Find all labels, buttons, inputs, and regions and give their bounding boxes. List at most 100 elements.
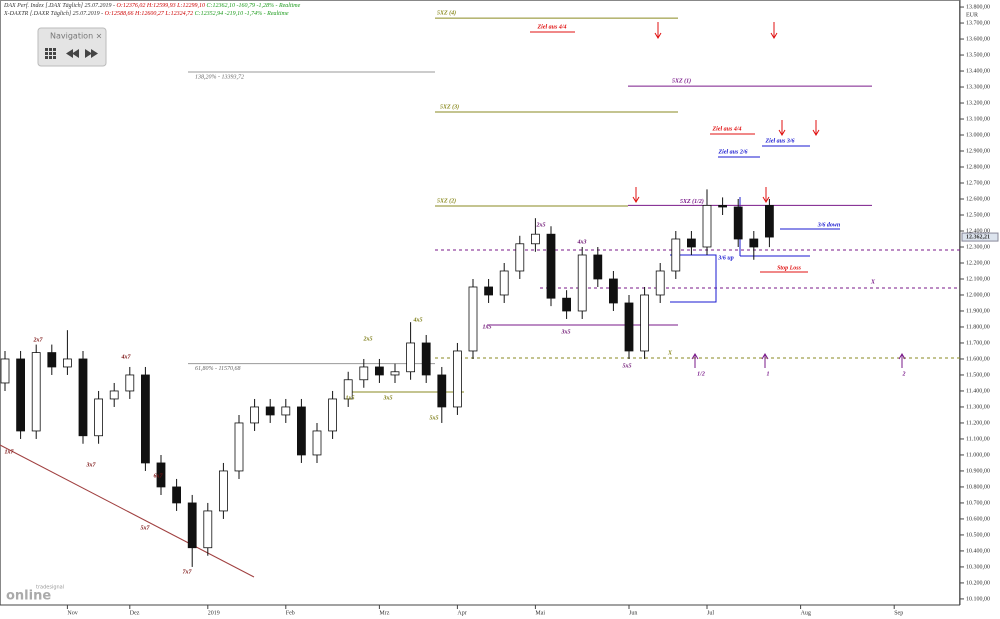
navigation-widget: Navigation × — [37, 27, 107, 67]
annotation: 5x5 — [430, 415, 439, 421]
level-label: 5XZ (1) — [672, 77, 691, 84]
candle-body — [702, 204, 712, 248]
y-tick-label: 12.600,00 — [966, 196, 990, 202]
candle-body — [265, 406, 275, 416]
y-tick-label: 12.200,00 — [966, 260, 990, 266]
x-tick-label: Jun — [629, 610, 637, 616]
candle-body — [0, 358, 10, 384]
arrow — [632, 187, 640, 203]
annotation: 1x5 — [483, 324, 492, 330]
header-segment: C:12362,10 -160,79 -1,28% - Realtime — [206, 3, 300, 9]
y-tick-label: 12.400,00 — [966, 228, 990, 234]
y-tick-label: 13.200,00 — [966, 100, 990, 106]
level-label: 5XZ (4) — [437, 9, 456, 16]
candle-body — [406, 342, 416, 373]
x-tick-label: Sep — [894, 610, 903, 616]
nav-back-button[interactable] — [66, 49, 79, 58]
y-tick-label: 12.700,00 — [966, 180, 990, 186]
candle-body — [390, 371, 400, 376]
candle-body — [94, 398, 103, 437]
candle-body — [765, 204, 774, 238]
candle-body — [421, 342, 431, 376]
up-arrows — [691, 353, 906, 368]
y-tick-label: 10.900,00 — [966, 468, 990, 474]
candle-body — [328, 398, 338, 432]
annotation: 3x7 — [86, 462, 97, 468]
candle-body — [203, 510, 213, 549]
candle-body — [687, 238, 696, 248]
level-label: 5XZ (2) — [437, 197, 456, 204]
arrow — [654, 22, 662, 39]
annotation: 3/6 up — [717, 255, 734, 261]
annotation: Ziel aus 3/6 — [764, 138, 794, 144]
currency-label: EUR — [966, 12, 978, 18]
candle-body — [250, 406, 260, 424]
annotation: 1 — [767, 371, 770, 377]
arrow — [761, 353, 769, 368]
candle-body — [140, 374, 150, 464]
header-segment: C:12352,94 -219,10 -1,74% - Realtime — [195, 10, 289, 17]
annotation: 4x3 — [577, 239, 587, 245]
annotation: 3x5 — [383, 395, 393, 401]
y-tick-label: 11.300,00 — [966, 404, 990, 410]
x-tick-label: Mrz — [379, 610, 389, 616]
trend-line — [0, 444, 255, 578]
y-tick-label: 11.700,00 — [966, 340, 990, 346]
candle-body — [733, 206, 743, 240]
y-tick-label: 10.600,00 — [966, 516, 990, 522]
annotation: 1x5 — [346, 395, 355, 401]
x-tick-label: Jul — [707, 610, 714, 616]
annotation: Ziel aus 4/4 — [536, 24, 566, 30]
candle-body — [125, 374, 135, 392]
nav-close[interactable]: × — [96, 32, 103, 41]
nav-grid-button[interactable] — [45, 48, 56, 59]
y-tick-label: 11.900,00 — [966, 308, 990, 314]
candle-body — [609, 278, 618, 304]
logo-big: online — [6, 589, 51, 604]
y-tick-label: 12.900,00 — [966, 148, 990, 154]
annotation: X — [667, 350, 673, 356]
candle-body — [546, 233, 556, 299]
candle-body — [452, 350, 462, 408]
nav-forward-button[interactable] — [85, 49, 98, 58]
y-tick-label: 10.400,00 — [966, 548, 990, 554]
y-tick-label: 10.200,00 — [966, 580, 990, 586]
x-tick-label: Aug — [801, 610, 811, 616]
y-tick-label: 13.400,00 — [966, 68, 990, 74]
annotation: 6x7 — [154, 473, 164, 479]
candle-body — [562, 297, 571, 312]
y-tick-label: 11.100,00 — [966, 436, 990, 442]
header-segment: O:12588,66 H:12600,27 L:12324,72 — [105, 10, 195, 17]
x-tick-label: Dez — [130, 610, 140, 616]
header-segment: DAX Perf. Index [.DAX Täglich] 25.07.201… — [3, 2, 116, 9]
header-segment: O:12376,02 H:12599,93 L:12299,10 — [116, 3, 206, 9]
candle-body — [16, 358, 26, 432]
candle-body — [172, 486, 182, 504]
annotation: X — [870, 279, 876, 285]
y-tick-label: 13.100,00 — [966, 116, 990, 122]
annotation: 2x5 — [363, 336, 373, 342]
annotation: 3/6 down — [817, 222, 841, 228]
candle-body — [749, 238, 759, 248]
y-tick-label: 13.700,00 — [966, 20, 990, 26]
y-tick-label: 11.600,00 — [966, 356, 990, 362]
x-tick-label: Mai — [535, 610, 545, 616]
candle-body — [63, 358, 72, 368]
annotation: 1/2 — [697, 371, 705, 377]
box-3-6-up — [670, 254, 717, 303]
down-arrows — [632, 22, 820, 203]
x-tick-label: Nov — [67, 610, 77, 616]
candle-body — [718, 204, 727, 208]
x-tick-label: 2019 — [208, 610, 220, 616]
y-tick-label: 12.000,00 — [966, 292, 990, 298]
y-tick-label: 11.400,00 — [966, 388, 990, 394]
header-segment: X-DAXTR [.DAXR Täglich] 25.07.2019 - — [3, 11, 105, 17]
y-tick-label: 12.800,00 — [966, 164, 990, 170]
y-tick-label: 13.500,00 — [966, 52, 990, 58]
y-tick-label: 13.000,00 — [966, 132, 990, 138]
price-box — [961, 232, 999, 242]
candle-body — [374, 366, 384, 376]
candle-body — [593, 254, 603, 280]
